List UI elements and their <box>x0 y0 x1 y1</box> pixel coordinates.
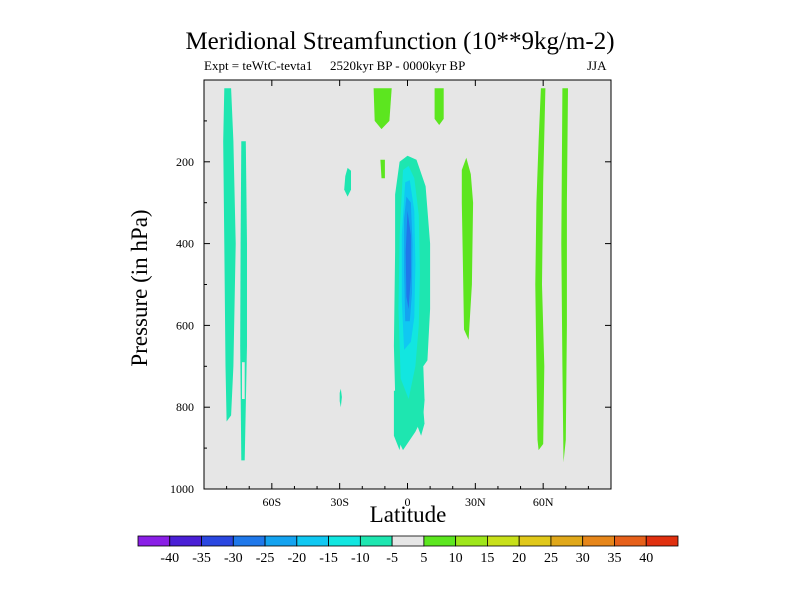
time-range-label: 2520kyr BP - 0000kyr BP <box>330 58 466 73</box>
colorbar-label: 35 <box>607 551 621 566</box>
colorbar-swatch <box>391 535 425 547</box>
contour-region-nh-band-15n <box>434 88 444 125</box>
y-tick-label: 200 <box>176 155 194 169</box>
x-tick-label: 0 <box>405 495 411 509</box>
x-tick-label: 60N <box>533 495 554 509</box>
contour-region-nh-band-60n <box>535 88 546 451</box>
colorbar-swatch <box>137 535 171 547</box>
colorbar-swatch <box>582 535 615 547</box>
contour-region-cell-core-30 <box>405 210 411 309</box>
contour-region-nh-band-equator <box>373 88 392 130</box>
colorbar-swatch <box>518 535 552 547</box>
y-tick-label: 600 <box>176 318 194 332</box>
colorbar-swatch <box>169 535 202 547</box>
colorbar-swatch <box>232 535 266 547</box>
colorbar-swatch <box>296 535 329 547</box>
colorbar-label: -25 <box>256 551 275 566</box>
contour-region-south-speck-800 <box>339 388 342 408</box>
contour-region-nh-band-22n <box>461 157 474 340</box>
colorbar-swatch <box>328 535 361 547</box>
x-tick-label: 60S <box>262 495 281 509</box>
colorbar-swatch <box>423 535 457 547</box>
experiment-label: Expt = teWtC-tevta1 <box>204 58 313 73</box>
colorbar-label: 5 <box>420 551 427 566</box>
colorbar-swatch <box>455 535 488 547</box>
colorbar-swatch <box>359 535 393 547</box>
x-tick-label: 30S <box>330 495 349 509</box>
season-label: JJA <box>587 58 607 73</box>
colorbar-label: -35 <box>192 551 211 566</box>
colorbar-label: 15 <box>480 551 494 566</box>
colorbar-swatch <box>614 535 647 547</box>
contour-region-nh-band-equator-south <box>380 159 385 179</box>
colorbar-label: 30 <box>576 551 590 566</box>
colorbar-label: 10 <box>449 551 463 566</box>
y-tick-label: 1000 <box>170 482 194 496</box>
colorbar-swatch <box>645 535 679 547</box>
colorbar-swatch <box>487 535 520 547</box>
x-tick-label: 30N <box>465 495 486 509</box>
colorbar-swatch <box>550 535 584 547</box>
colorbar-label: 25 <box>544 551 558 566</box>
contour-region-south-band-2-gap <box>242 362 245 399</box>
y-tick-label: 400 <box>176 237 194 251</box>
contour-region-cell-lower-left-10 <box>393 390 403 451</box>
colorbar-label: -5 <box>386 551 398 566</box>
colorbar-label: -15 <box>319 551 338 566</box>
contour-region-cell-lower-right-10 <box>416 394 425 436</box>
colorbar-swatch <box>264 535 298 547</box>
chart-title: Meridional Streamfunction (10**9kg/m-2) <box>185 28 615 55</box>
colorbar-label: 20 <box>512 551 526 566</box>
colorbar-label: 40 <box>639 551 653 566</box>
colorbar-label: -10 <box>351 551 370 566</box>
contour-region-nh-band-70n <box>561 88 568 463</box>
x-axis-label: Latitude <box>369 502 447 527</box>
y-axis-label: Pressure (in hPa) <box>127 209 152 367</box>
contour-region-far-south-band <box>223 88 236 422</box>
contour-region-cell-south-flank <box>378 161 390 203</box>
contour-fills <box>223 88 568 475</box>
y-tick-label: 800 <box>176 400 194 414</box>
axes: 60S 30S 0 30N 60N 200 400 600 800 1000 <box>170 80 611 509</box>
colorbar: -40 -35 -30 -25 -20 -15 -10 -5 5 10 15 20 25 30 35 40 <box>137 535 679 566</box>
colorbar-swatch <box>201 535 234 547</box>
contour-region-south-blob-30s <box>344 167 351 197</box>
colorbar-label: -40 <box>160 551 179 566</box>
colorbar-label: -20 <box>287 551 306 566</box>
contour-region-south-band-2 <box>240 141 247 461</box>
colorbar-label: -30 <box>224 551 243 566</box>
contour-region-cell-lower-right-gap <box>423 358 434 408</box>
